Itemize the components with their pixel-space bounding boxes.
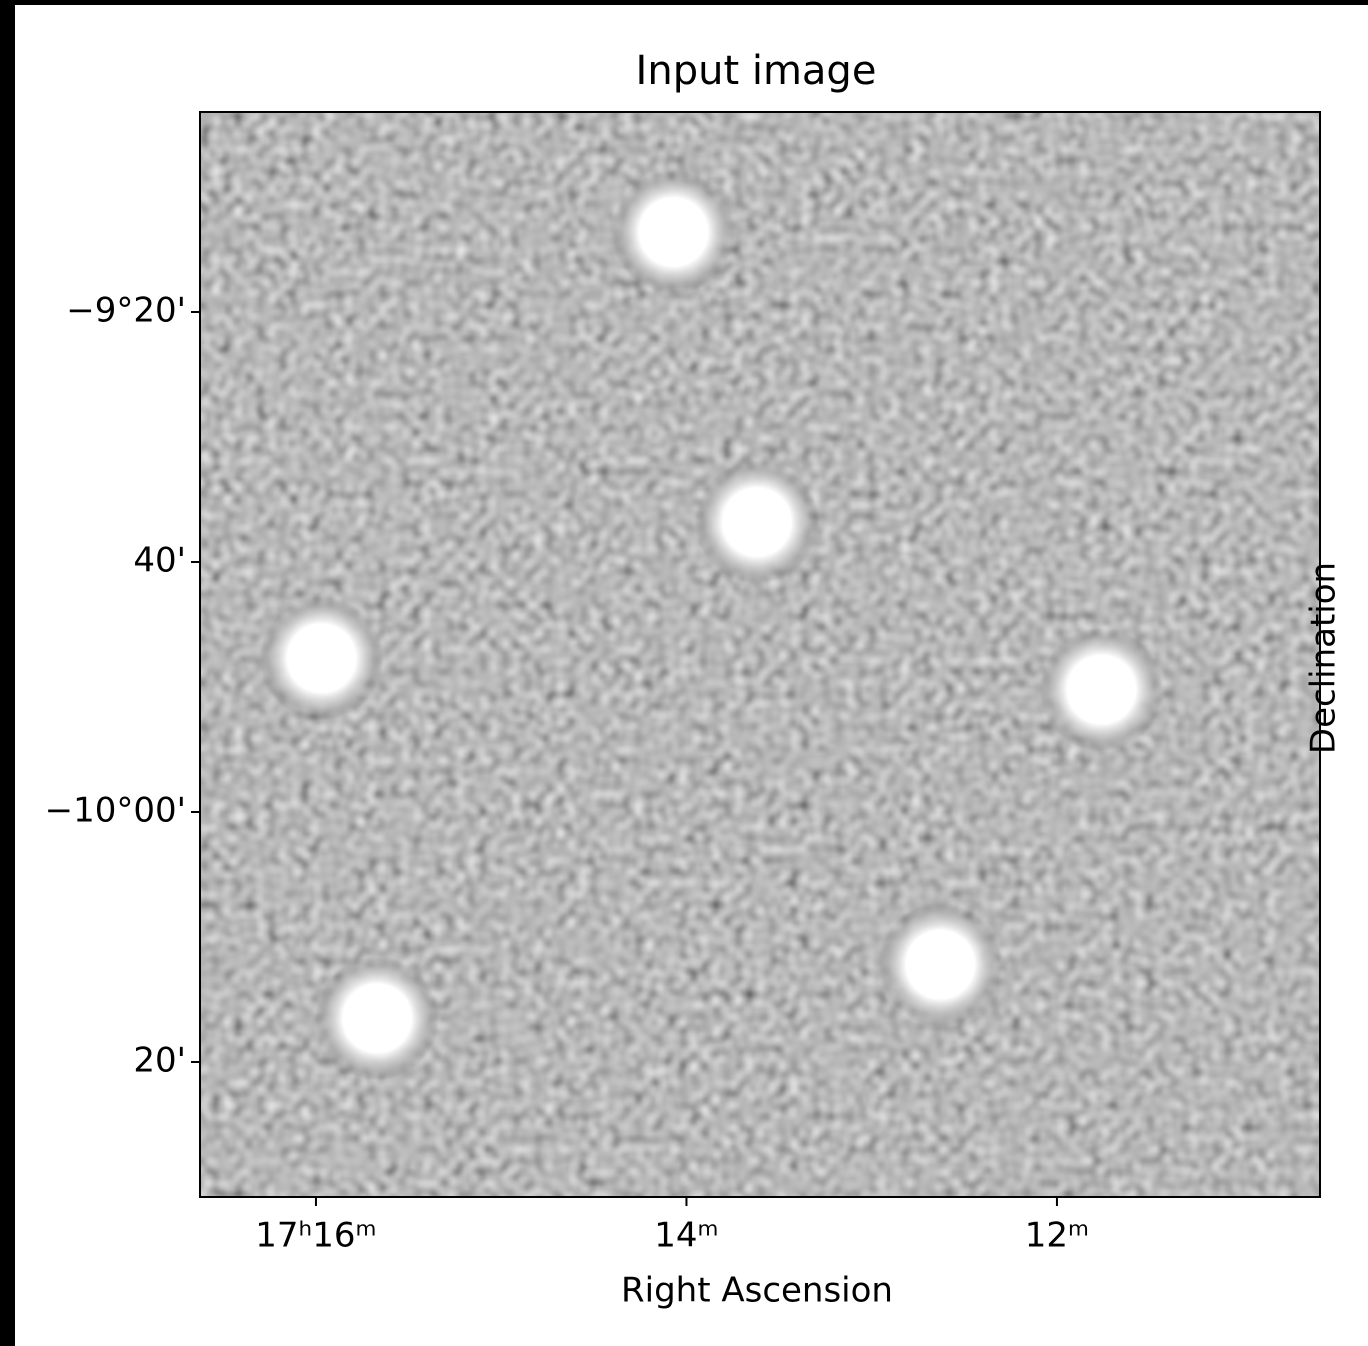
- source: [695, 460, 819, 584]
- y-axis-label: Declination: [1304, 562, 1344, 754]
- source: [611, 170, 735, 294]
- x-tick-label: 17ʰ16ᵐ: [255, 1216, 376, 1256]
- x-tick-label: 12ᵐ: [1025, 1216, 1089, 1256]
- source: [878, 903, 1002, 1027]
- source: [260, 596, 384, 720]
- chart-title: Input image: [636, 48, 877, 94]
- x-tick-label: 14ᵐ: [654, 1216, 718, 1256]
- source: [315, 956, 439, 1080]
- y-tick-label: −10°00': [45, 791, 186, 831]
- source: [1039, 628, 1163, 752]
- x-axis-label: Right Ascension: [621, 1271, 893, 1311]
- y-tick-label: −9°20': [66, 291, 186, 331]
- y-tick-label: 20': [133, 1041, 186, 1081]
- y-tick-label: 40': [133, 541, 186, 581]
- chart: Input image Right Ascension Declination …: [0, 0, 1368, 1346]
